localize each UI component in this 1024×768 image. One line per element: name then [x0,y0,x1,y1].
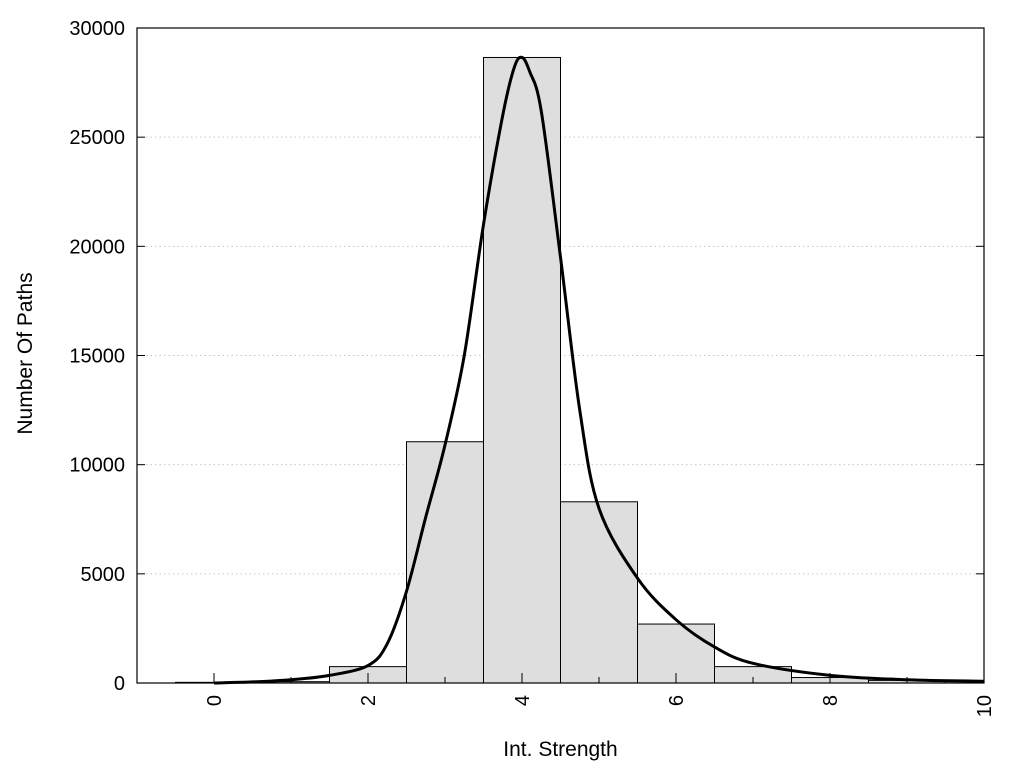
axis-ticks [137,27,985,684]
histogram-bars [175,56,946,684]
fit-curve [213,55,985,685]
x-tick-label: 4 [512,695,534,706]
x-tick-label: 8 [820,695,842,706]
x-tick-label: 2 [358,695,380,706]
y-tick-label: 0 [114,673,125,695]
histogram-bar [406,441,484,684]
y-tick-label: 20000 [69,236,125,258]
x-tick-label: 6 [666,695,688,706]
y-tick-labels: 0 5000 10000 15000 20000 25000 30000 [69,18,125,695]
y-axis-label: Number Of Paths [14,272,37,434]
x-tick-label: 10 [974,695,996,717]
x-tick-label: 0 [204,695,226,706]
x-axis-label: Int. Strength [503,738,617,761]
y-tick-label: 10000 [69,455,125,477]
y-tick-label: 25000 [69,127,125,149]
y-tick-label: 30000 [69,18,125,40]
fit-curve-line [213,55,985,685]
histogram-bar [560,501,638,684]
y-tick-label: 15000 [69,346,125,368]
x-tick-labels: 0 2 4 6 8 10 [204,695,996,717]
y-tick-label: 5000 [81,564,126,586]
